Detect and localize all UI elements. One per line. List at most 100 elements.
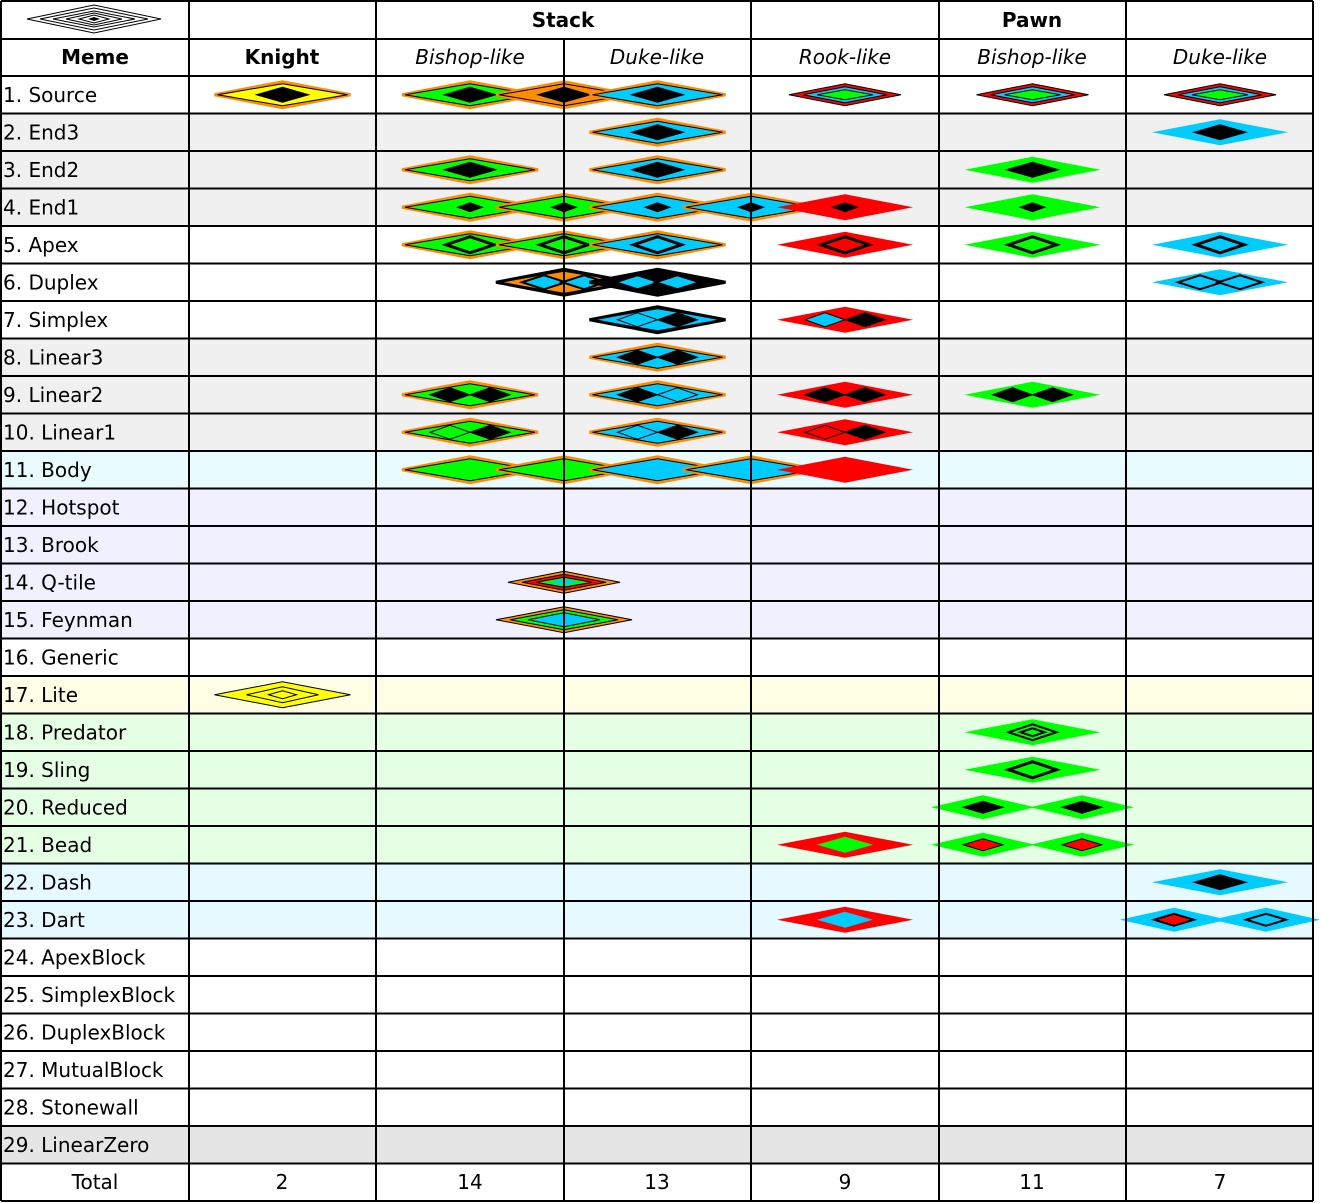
glyph-core — [629, 86, 686, 103]
meme-glyph — [777, 831, 913, 858]
row-label: 5. Apex — [3, 233, 79, 257]
glyph-right — [468, 424, 512, 440]
meme-glyph — [1152, 869, 1288, 896]
glyph-core — [456, 202, 484, 213]
glyph-ring — [441, 235, 499, 255]
meme-glyph — [1152, 119, 1288, 146]
glyph-ring — [266, 690, 299, 700]
glyph-outline — [592, 120, 723, 144]
row-label: 22. Dash — [3, 870, 92, 894]
row-label: 13. Brook — [3, 533, 99, 557]
glyph-outer — [964, 231, 1101, 258]
glyph-outline — [592, 345, 723, 369]
row-background — [0, 1013, 1314, 1051]
glyph-ring — [1017, 727, 1048, 738]
glyph-ring — [1003, 235, 1062, 255]
meme-glyph — [964, 194, 1101, 221]
glyph-outer — [214, 681, 351, 709]
row-label: 20. Reduced — [3, 795, 128, 819]
row-labels: 1. Source 2. End3 3. End2 4. End1 5. Ape… — [3, 83, 175, 1157]
row-label: 24. ApexBlock — [3, 945, 146, 969]
glyph-right — [652, 274, 703, 291]
glyph-outline — [592, 383, 723, 407]
row-label: 11. Body — [3, 458, 92, 482]
meme-glyph — [777, 456, 913, 483]
pawn-duke-like-header: Duke-like — [1173, 45, 1267, 69]
meme-glyph — [589, 267, 726, 297]
meme-glyph — [964, 381, 1101, 408]
meme-glyph — [777, 194, 913, 221]
glyph-outline — [592, 308, 723, 332]
meme-glyph — [589, 80, 726, 110]
glyph-ring — [535, 235, 593, 255]
glyph-outline — [217, 83, 348, 107]
row-label: 3. End2 — [3, 158, 79, 182]
row-label: 12. Hotspot — [3, 495, 120, 519]
meme-column-header: Meme — [61, 45, 129, 69]
meme-glyph — [931, 795, 1134, 820]
glyph-right — [843, 387, 887, 403]
meme-glyph — [777, 419, 913, 446]
glyph-right — [468, 387, 512, 403]
glyph-core — [1192, 874, 1248, 891]
row-label: 21. Bead — [3, 833, 92, 857]
glyph-right — [655, 387, 700, 403]
row-label: 4. End1 — [3, 195, 79, 219]
row-label: 6. Duplex — [3, 270, 99, 294]
total-pawn-bishop: 11 — [1019, 1170, 1044, 1194]
total-pawn-duke: 7 — [1214, 1170, 1227, 1194]
glyph-core — [1242, 912, 1290, 927]
glyph-right — [655, 424, 700, 440]
meme-glyph — [589, 342, 726, 372]
meme-glyph — [964, 231, 1101, 258]
meme-glyph — [589, 117, 726, 147]
glyph-core — [1004, 161, 1061, 178]
total-stack-bishop: 14 — [457, 1170, 482, 1194]
glyph-core — [831, 202, 859, 213]
glyph-right — [655, 312, 700, 328]
meme-glyph — [401, 380, 539, 410]
row-label: 16. Generic — [3, 645, 119, 669]
meme-glyph — [777, 381, 913, 408]
total-knight: 2 — [276, 1170, 289, 1194]
pawn-group-header: Pawn — [1002, 8, 1062, 32]
glyph-right — [1214, 274, 1266, 291]
row-background — [0, 1051, 1314, 1089]
row-label: 10. Linear1 — [3, 420, 116, 444]
meme-glyph — [401, 230, 539, 260]
meme-glyph — [964, 156, 1101, 183]
glyph-core — [1060, 800, 1104, 814]
row-label: 8. Linear3 — [3, 345, 103, 369]
meme-glyph — [214, 80, 351, 110]
row-background — [0, 488, 1314, 526]
glyph-core — [629, 161, 686, 178]
row-label: 29. LinearZero — [3, 1133, 149, 1157]
meme-glyph — [589, 230, 726, 260]
glyph-core — [961, 800, 1005, 814]
glyph-ring — [246, 686, 319, 704]
total-stack-duke: 13 — [644, 1170, 669, 1194]
glyph-core — [1192, 124, 1248, 141]
row-background — [0, 976, 1314, 1014]
meme-glyph — [1152, 269, 1288, 296]
nested-diamond-logo-icon — [26, 4, 162, 34]
row-label: 14. Q-tile — [3, 570, 96, 594]
stack-bishop-like-header: Bishop-like — [415, 45, 525, 69]
row-label: 23. Dart — [3, 908, 85, 932]
glyph-outer — [964, 719, 1101, 746]
glyph-ring — [1191, 235, 1249, 255]
glyph-outline — [404, 420, 536, 444]
glyph-core — [1150, 912, 1198, 927]
glyph-core — [817, 836, 873, 853]
knight-column-header: Knight — [245, 45, 320, 69]
row-background — [0, 713, 1314, 751]
glyph-outer — [1152, 231, 1288, 258]
row-label: 28. Stonewall — [3, 1095, 139, 1119]
row-background — [0, 526, 1314, 564]
meme-glyph — [788, 83, 902, 107]
total-pawn-rook: 9 — [839, 1170, 852, 1194]
total-label: Total — [71, 1170, 119, 1194]
row-label: 2. End3 — [3, 120, 79, 144]
